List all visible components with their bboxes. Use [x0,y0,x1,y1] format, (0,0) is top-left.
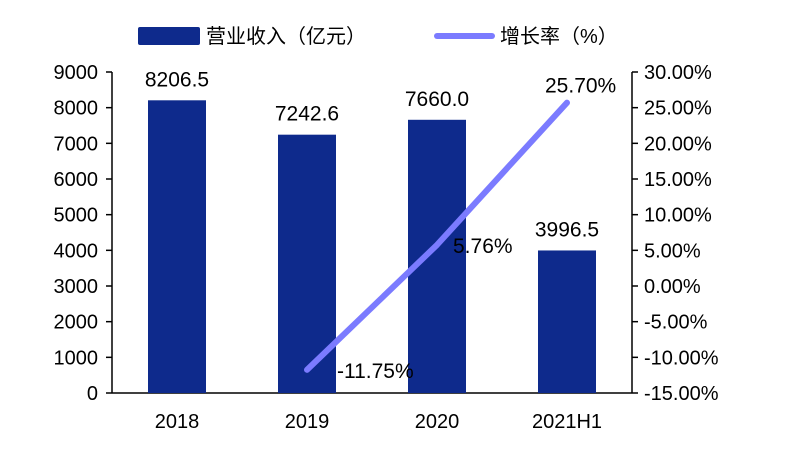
bar-2021H1 [538,250,596,393]
growth-label-2020: 5.76% [453,235,513,258]
right-tick-label: 20.00% [644,133,712,155]
bar-label-2018: 8206.5 [145,68,209,91]
left-tick-label: 7000 [54,133,99,155]
left-tick-label: 9000 [54,62,99,84]
bar-label-2021H1: 3996.5 [535,218,599,241]
right-tick-label: 30.00% [644,62,712,84]
growth-label-2019: -11.75% [337,360,414,383]
right-tick-label: 0.00% [644,276,701,298]
x-tick-label-2020: 2020 [415,411,460,433]
right-tick-label: 15.00% [644,169,712,191]
legend-label-growth: 增长率（%） [500,25,618,48]
legend: 营业收入（亿元） 增长率（%） [138,25,618,48]
left-tick-label: 1000 [54,347,99,369]
right-tick-label: 10.00% [644,205,712,227]
left-tick-label: 0 [87,383,98,405]
bar-2018 [148,100,206,393]
legend-swatch-revenue [138,27,200,45]
right-tick-label: -10.00% [644,347,719,369]
left-tick-label: 8000 [54,98,99,120]
bar-label-2020: 7660.0 [405,88,469,111]
bar-label-2019: 7242.6 [275,103,339,126]
left-tick-label: 3000 [54,276,99,298]
left-tick-label: 2000 [54,312,99,334]
growth-label-2021H1: 25.70% [545,75,616,98]
left-tick-label: 6000 [54,169,99,191]
right-tick-label: -5.00% [644,312,708,334]
left-tick-label: 4000 [54,240,99,262]
x-tick-label-2018: 2018 [155,411,200,433]
legend-label-revenue: 营业收入（亿元） [206,25,366,48]
x-tick-label-2021H1: 2021H1 [532,411,602,433]
right-tick-label: -15.00% [644,383,719,405]
right-tick-label: 5.00% [644,240,701,262]
right-tick-label: 25.00% [644,98,712,120]
x-tick-label-2019: 2019 [285,411,330,433]
left-tick-label: 5000 [54,205,99,227]
